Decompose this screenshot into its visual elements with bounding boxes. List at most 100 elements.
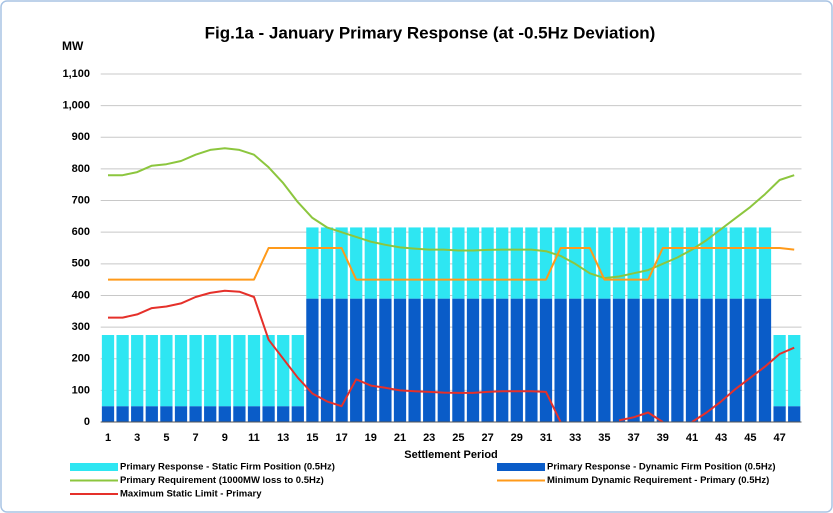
bar	[174, 335, 188, 407]
x-tick-label: 23	[423, 432, 435, 444]
bar	[204, 335, 217, 407]
bar	[306, 298, 319, 422]
bar	[291, 335, 304, 407]
bar	[539, 298, 553, 422]
y-tick-label: 400	[72, 289, 90, 301]
x-tick-label: 39	[657, 432, 669, 444]
bar	[715, 298, 728, 422]
bar	[510, 298, 523, 422]
bar	[233, 335, 246, 407]
bar	[262, 406, 275, 422]
bar	[642, 298, 655, 422]
bar	[233, 406, 246, 422]
bar	[452, 298, 465, 422]
bar	[437, 298, 450, 422]
bar	[642, 227, 655, 299]
bar	[539, 227, 553, 299]
bar	[101, 335, 115, 407]
bar	[554, 298, 567, 422]
bar	[247, 335, 261, 407]
bar	[700, 298, 713, 422]
y-tick-label: 200	[72, 353, 90, 365]
x-tick-label: 45	[744, 432, 756, 444]
bar	[671, 298, 684, 422]
bar	[452, 227, 465, 299]
bar	[218, 335, 231, 407]
bar	[116, 406, 129, 422]
bar	[160, 406, 173, 422]
bar	[101, 406, 115, 422]
bar	[423, 227, 436, 299]
legend-label: Minimum Dynamic Requirement - Primary (0…	[547, 475, 769, 486]
bar	[320, 298, 334, 422]
bar	[335, 227, 348, 299]
x-tick-label: 1	[105, 432, 111, 444]
bar	[160, 335, 173, 407]
x-tick-label: 13	[277, 432, 289, 444]
y-axis-label: MW	[62, 39, 84, 53]
bar	[364, 227, 377, 299]
legend-label: Primary Response - Dynamic Firm Position…	[547, 462, 776, 473]
bar	[788, 335, 801, 407]
line-series	[108, 289, 795, 422]
y-tick-label: 900	[72, 131, 90, 143]
bar	[671, 227, 684, 299]
bar	[569, 298, 582, 422]
y-tick-label: 1,000	[62, 100, 90, 112]
x-tick-label: 31	[540, 432, 552, 444]
bar	[554, 227, 567, 299]
bar	[320, 227, 334, 299]
bar	[773, 335, 786, 407]
legend-label: Primary Response - Static Firm Position …	[120, 462, 335, 473]
bar	[306, 227, 319, 299]
x-axis-label: Settlement Period	[404, 449, 498, 461]
bar	[715, 227, 728, 299]
bar	[174, 406, 188, 422]
bar	[729, 298, 742, 422]
y-tick-label: 700	[72, 194, 90, 206]
bar	[437, 227, 450, 299]
y-tick-label: 500	[72, 258, 90, 270]
bar	[627, 298, 640, 422]
bar	[350, 298, 363, 422]
bar	[758, 298, 772, 422]
bar	[481, 227, 494, 299]
bar	[744, 227, 757, 299]
bar	[612, 227, 626, 299]
x-tick-label: 7	[193, 432, 199, 444]
y-tick-label: 100	[72, 384, 90, 396]
x-tick-label: 15	[306, 432, 318, 444]
bar	[393, 227, 407, 299]
grid	[100, 73, 802, 423]
legend-label: Primary Requirement (1000MW loss to 0.5H…	[120, 475, 324, 486]
bar	[481, 298, 494, 422]
bar	[685, 298, 699, 422]
x-tick-label: 35	[598, 432, 610, 444]
bar	[525, 227, 538, 299]
bar	[423, 298, 436, 422]
bar	[379, 298, 392, 422]
bar	[277, 406, 290, 422]
x-tick-label: 5	[163, 432, 169, 444]
chart-title: Fig.1a - January Primary Response (at -0…	[205, 23, 656, 42]
x-tick-label: 37	[627, 432, 639, 444]
x-tick-label: 19	[365, 432, 377, 444]
bar	[496, 298, 509, 422]
y-tick-label: 300	[72, 321, 90, 333]
bar	[189, 406, 202, 422]
bar	[656, 298, 669, 422]
bar	[262, 335, 275, 407]
x-tick-label: 27	[481, 432, 493, 444]
bar	[408, 227, 421, 299]
bar	[189, 335, 202, 407]
bar	[466, 227, 480, 299]
y-tick-label: 600	[72, 226, 90, 238]
bar	[247, 406, 261, 422]
bar	[788, 406, 801, 422]
bar	[408, 298, 421, 422]
x-tick-label: 9	[222, 432, 228, 444]
x-tick-label: 41	[686, 432, 698, 444]
bar	[729, 227, 742, 299]
bar	[583, 227, 596, 299]
